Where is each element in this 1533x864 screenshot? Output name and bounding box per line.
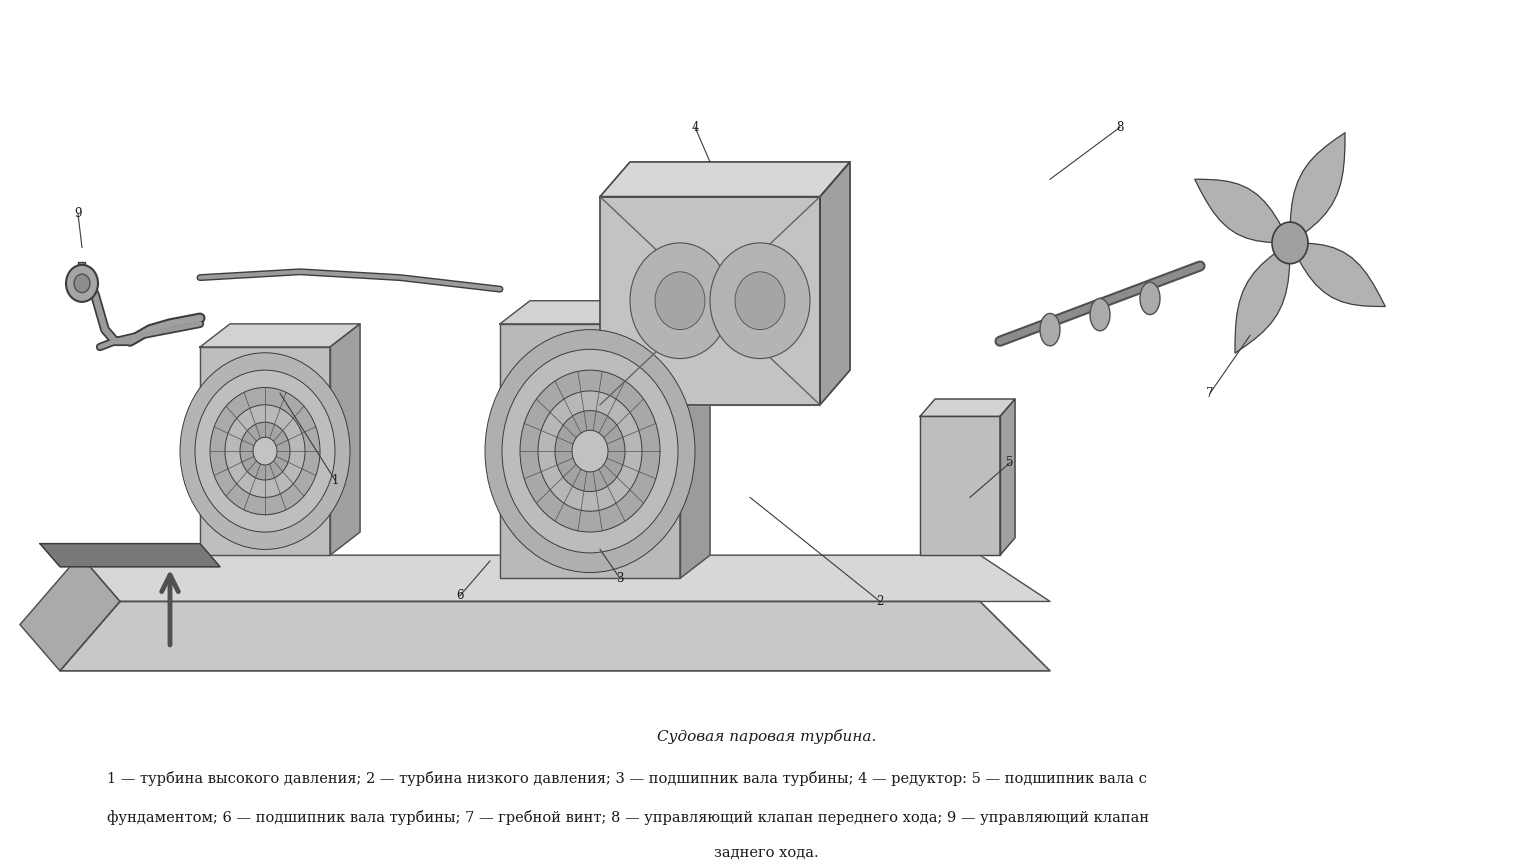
Text: заднего хода.: заднего хода. <box>714 846 819 861</box>
Polygon shape <box>60 601 1050 670</box>
Text: 1: 1 <box>331 473 339 486</box>
Circle shape <box>225 405 305 498</box>
Text: 2: 2 <box>877 595 883 608</box>
Circle shape <box>734 272 785 330</box>
Polygon shape <box>1194 180 1289 243</box>
Circle shape <box>1272 222 1308 264</box>
Circle shape <box>555 410 625 492</box>
Polygon shape <box>40 543 221 567</box>
Text: 4: 4 <box>691 121 699 134</box>
Polygon shape <box>1000 399 1015 556</box>
Circle shape <box>520 370 661 532</box>
Text: 9: 9 <box>74 207 81 220</box>
Polygon shape <box>599 162 849 197</box>
Ellipse shape <box>1039 314 1059 346</box>
Ellipse shape <box>1141 283 1160 314</box>
Polygon shape <box>500 324 681 578</box>
Text: 3: 3 <box>616 572 624 585</box>
Polygon shape <box>820 162 849 405</box>
Polygon shape <box>681 301 710 578</box>
Polygon shape <box>920 399 1015 416</box>
Text: 7: 7 <box>1206 387 1214 400</box>
Circle shape <box>195 370 336 532</box>
Text: фундаментом; 6 — подшипник вала турбины; 7 — гребной винт; 8 — управляющий клапа: фундаментом; 6 — подшипник вала турбины;… <box>107 810 1150 825</box>
Circle shape <box>66 265 98 302</box>
Circle shape <box>210 387 320 515</box>
Circle shape <box>710 243 809 359</box>
Polygon shape <box>20 556 120 670</box>
Circle shape <box>484 330 694 573</box>
Circle shape <box>655 272 705 330</box>
Polygon shape <box>199 347 330 556</box>
Text: 6: 6 <box>457 589 464 602</box>
Circle shape <box>538 391 642 511</box>
Circle shape <box>179 353 350 550</box>
Polygon shape <box>1289 243 1386 307</box>
Circle shape <box>501 349 678 553</box>
Circle shape <box>630 243 730 359</box>
Polygon shape <box>920 416 1000 556</box>
Polygon shape <box>1236 243 1289 353</box>
Circle shape <box>253 437 277 465</box>
Text: Судовая паровая турбина.: Судовая паровая турбина. <box>656 729 877 744</box>
Polygon shape <box>330 324 360 556</box>
Circle shape <box>572 430 609 472</box>
Polygon shape <box>199 324 360 347</box>
Polygon shape <box>80 556 1050 601</box>
Circle shape <box>74 274 90 293</box>
Text: 5: 5 <box>1006 456 1013 469</box>
Text: 1 — турбина высокого давления; 2 — турбина низкого давления; 3 — подшипник вала : 1 — турбина высокого давления; 2 — турби… <box>107 771 1147 786</box>
Circle shape <box>241 422 290 480</box>
Text: 8: 8 <box>1116 121 1124 134</box>
Polygon shape <box>599 197 820 405</box>
Polygon shape <box>500 301 710 324</box>
Ellipse shape <box>1090 298 1110 331</box>
Polygon shape <box>1289 133 1344 243</box>
